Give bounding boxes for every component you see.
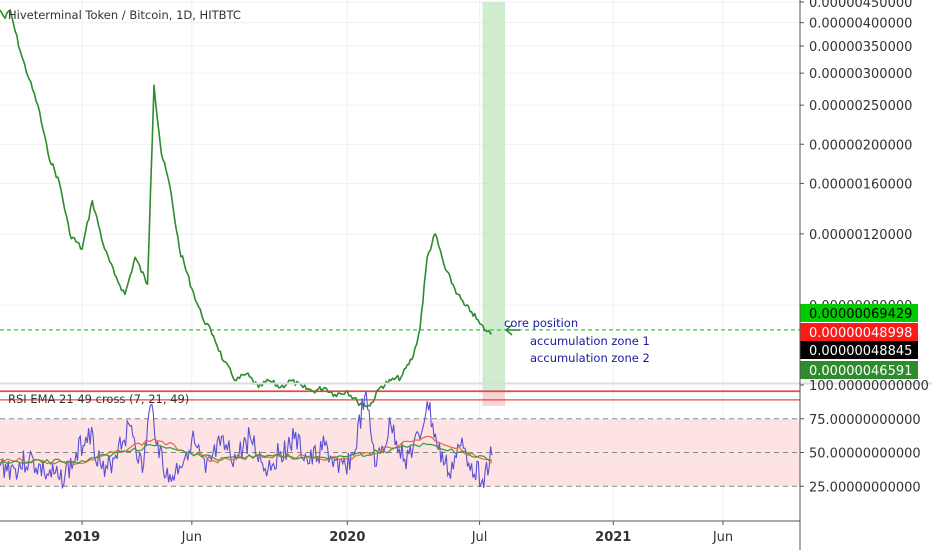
rsi-series [0, 391, 493, 490]
highlight-zone [482, 390, 505, 406]
level-label-bg [800, 361, 918, 379]
level-label: 0.00000069429 [809, 307, 912, 322]
highlight-zones [482, 2, 505, 406]
level-label: 0.00000046591 [809, 364, 912, 379]
annotation-accumulation-zone-2: accumulation zone 2 [530, 351, 650, 365]
level-label-bg [800, 341, 918, 359]
highlight-zone [482, 2, 505, 391]
level-label: 0.00000048998 [809, 326, 912, 341]
chart-title: Hiveterminal Token / Bitcoin, 1D, HITBTC [8, 8, 241, 22]
y-tick-label: 0.00000450000 [809, 0, 912, 11]
rsi-line-2 [0, 442, 493, 466]
rsi-title: RSI EMA 21 49 cross (7, 21, 49) [8, 392, 189, 406]
y-tick-label: 0.00000350000 [809, 40, 912, 55]
y-tick-label: 0.00000250000 [809, 99, 912, 114]
level-lines [0, 329, 800, 401]
y-tick-label: 0.00000200000 [809, 138, 912, 153]
y-tick-label: 0.00000400000 [809, 17, 912, 32]
x-tick-label: 2019 [64, 530, 100, 545]
rsi-line-1 [0, 435, 493, 465]
level-label-bg [800, 323, 918, 341]
price-series [0, 9, 492, 408]
x-tick-label: Jun [712, 530, 733, 545]
rsi-y-tick-label: 75.00000000000 [809, 413, 921, 428]
level-label-bg [800, 304, 918, 322]
y-tick-label: 0.00000120000 [809, 228, 912, 243]
x-tick-label: Jul [471, 530, 488, 545]
rsi-y-tick-label: 50.00000000000 [809, 447, 921, 462]
x-tick-label: 2021 [595, 530, 631, 545]
price-line [0, 9, 492, 408]
y-tick-label: 0.00000300000 [809, 67, 912, 82]
rsi-line-0 [0, 391, 493, 490]
rsi-y-tick-label: 25.00000000000 [809, 480, 921, 495]
x-tick-label: 2020 [329, 530, 365, 545]
level-label: 0.00000048845 [809, 344, 912, 359]
annotation-accumulation-zone-1: accumulation zone 1 [530, 334, 650, 348]
annotation-core-position: core position [504, 316, 578, 330]
y-tick-label: 0.00000160000 [809, 177, 912, 192]
rsi-y-tick-label: 100.00000000000 [809, 379, 929, 394]
main-grid [0, 0, 800, 382]
core-position-arrow [504, 324, 520, 336]
x-tick-label: Jun [181, 530, 202, 545]
annotations: core position accumulation zone 1 accumula… [504, 316, 650, 365]
